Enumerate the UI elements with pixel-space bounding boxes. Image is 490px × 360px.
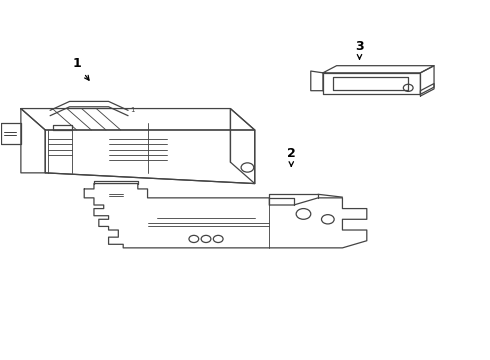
Text: 1: 1 — [73, 57, 89, 80]
Text: 3: 3 — [355, 40, 364, 59]
Text: 2: 2 — [287, 147, 295, 166]
Text: 1: 1 — [131, 107, 135, 113]
